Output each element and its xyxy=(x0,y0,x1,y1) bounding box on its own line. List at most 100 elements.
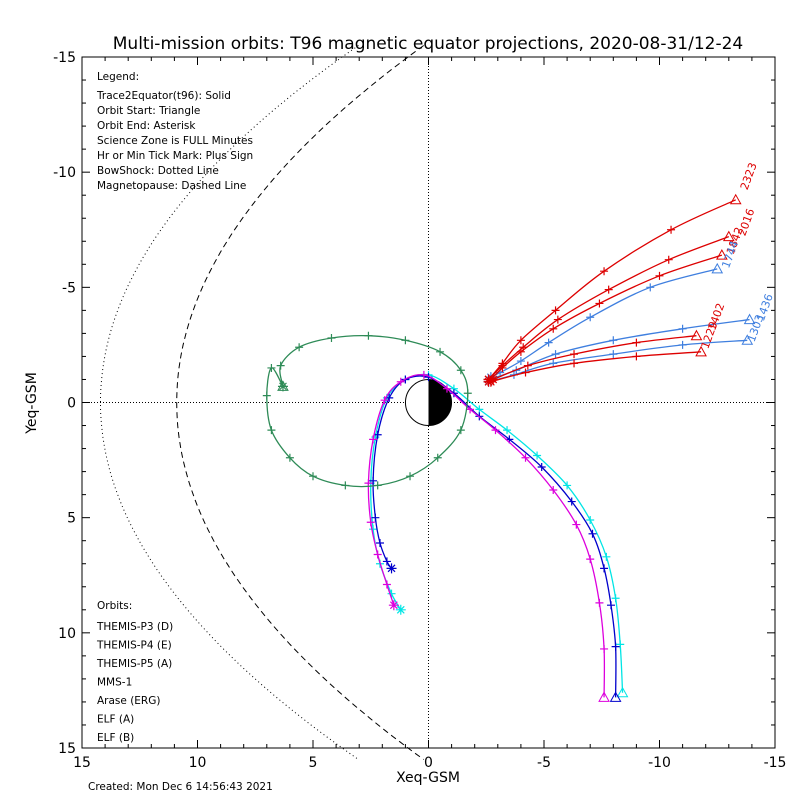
orbit-start-triangle xyxy=(741,334,754,345)
y-tick-label: 15 xyxy=(58,741,76,757)
tick-mark-plus xyxy=(364,331,373,340)
tick-mark-plus xyxy=(516,347,525,356)
tick-mark-plus xyxy=(382,557,391,566)
tick-mark-plus xyxy=(602,552,611,561)
created-timestamp: Created: Mon Dec 6 14:56:43 2021 xyxy=(88,781,273,793)
magnetopause-line xyxy=(176,45,424,760)
tick-mark-plus xyxy=(433,453,442,462)
orbit-end-asterisk xyxy=(395,604,406,615)
tick-mark-plus xyxy=(449,389,458,398)
tick-mark-plus xyxy=(387,589,396,598)
tick-mark-plus xyxy=(396,377,405,386)
tick-mark-plus xyxy=(646,283,655,292)
tick-mark-plus xyxy=(267,363,276,372)
tick-mark-plus xyxy=(419,370,428,379)
orbit-legend-entry: ELF (A) xyxy=(97,714,134,726)
orbit-legend-entry: MMS-1 xyxy=(97,677,132,689)
orbit-start-triangle xyxy=(609,691,622,702)
legend-line: Orbit End: Asterisk xyxy=(97,120,196,132)
x-tick-label: -10 xyxy=(648,755,671,771)
orbit-start-triangle xyxy=(711,262,724,274)
tick-mark-plus xyxy=(327,334,336,343)
tick-mark-plus xyxy=(442,384,451,393)
tick-mark-plus xyxy=(537,462,546,471)
orbit-series-group xyxy=(488,329,703,385)
tick-mark-plus xyxy=(549,359,558,368)
orbit-legend-entry: THEMIS-P5 (A) xyxy=(96,658,172,670)
tick-mark-plus xyxy=(369,435,378,444)
tick-mark-plus xyxy=(567,497,576,506)
tick-mark-plus xyxy=(516,357,525,366)
tick-mark-plus xyxy=(667,225,676,234)
orbit-end-asterisk xyxy=(277,381,288,392)
orbit-start-triangle xyxy=(729,193,742,205)
tick-mark-plus xyxy=(595,299,604,308)
bow-shock-line xyxy=(100,45,359,760)
legend-line: Science Zone is FULL Minutes xyxy=(97,135,253,147)
y-tick-label: 5 xyxy=(67,511,76,527)
tick-mark-plus xyxy=(295,343,304,352)
orbit-start-triangle xyxy=(716,249,728,260)
tick-mark-plus xyxy=(563,481,572,490)
x-axis-label: Xeq-GSM xyxy=(396,770,460,786)
tick-mark-plus xyxy=(341,481,350,490)
y-axis-label: Yeq-GSM xyxy=(24,372,40,435)
tick-mark-plus xyxy=(285,453,294,462)
orbit-start-triangle xyxy=(616,686,629,698)
tick-mark-plus xyxy=(533,451,542,460)
tick-mark-plus xyxy=(632,352,641,361)
legend-line: Trace2Equator(t96): Solid xyxy=(96,90,231,102)
tick-mark-plus xyxy=(498,363,507,372)
tick-mark-plus xyxy=(616,640,625,649)
tick-mark-plus xyxy=(373,430,382,439)
tick-mark-plus xyxy=(586,313,595,322)
orbit-end-asterisk xyxy=(386,563,397,574)
tick-mark-plus xyxy=(600,644,609,653)
legend-line: Orbit Start: Triangle xyxy=(97,105,200,117)
x-tick-label: -15 xyxy=(764,755,787,771)
tick-mark-plus xyxy=(570,350,579,359)
legend-line: Hr or Min Tick Mark: Plus Sign xyxy=(97,150,253,162)
x-tick-label: 0 xyxy=(424,755,433,771)
tick-mark-plus xyxy=(586,555,595,564)
tick-mark-plus xyxy=(595,598,604,607)
tick-mark-plus xyxy=(309,472,317,481)
tick-mark-plus xyxy=(373,481,382,490)
tick-mark-plus xyxy=(382,580,391,589)
tick-mark-plus xyxy=(406,472,415,481)
tick-mark-plus xyxy=(611,594,620,603)
tick-mark-plus xyxy=(491,426,500,435)
orbit-start-triangle xyxy=(743,313,756,325)
y-tick-label: 10 xyxy=(58,626,76,642)
y-tick-label: 0 xyxy=(67,396,76,412)
tick-mark-plus xyxy=(549,324,558,333)
tick-mark-plus xyxy=(600,564,609,573)
tick-mark-plus xyxy=(632,338,641,347)
orbit-series xyxy=(262,193,756,702)
tick-mark-plus xyxy=(678,340,687,349)
tick-mark-plus xyxy=(655,271,664,280)
orbit-legend-entry: Arase (ERG) xyxy=(97,695,160,707)
orbits-title: Orbits: xyxy=(97,600,132,612)
tick-mark-plus xyxy=(463,389,472,398)
tick-mark-plus xyxy=(456,366,465,375)
tick-mark-plus xyxy=(503,426,512,435)
tick-mark-plus xyxy=(262,391,271,400)
y-tick-label: -15 xyxy=(53,50,76,66)
orbit-series-group xyxy=(262,331,472,490)
orbit-series-group xyxy=(364,370,610,702)
tick-mark-plus xyxy=(606,601,615,610)
orbit-start-triangle xyxy=(695,345,707,357)
orbit-legend-entry: THEMIS-P4 (E) xyxy=(96,640,172,652)
tick-mark-plus xyxy=(544,338,553,347)
tick-mark-plus xyxy=(551,306,560,315)
legend-line: BowShock: Dotted Line xyxy=(97,165,219,177)
tick-mark-plus xyxy=(366,518,375,527)
x-tick-label: -5 xyxy=(537,755,551,771)
tick-mark-plus xyxy=(375,539,384,548)
orbit-legend-entry: THEMIS-P3 (D) xyxy=(96,621,173,633)
x-tick-label: 15 xyxy=(73,755,91,771)
tick-mark-plus xyxy=(611,642,620,651)
tick-mark-plus xyxy=(551,350,560,359)
